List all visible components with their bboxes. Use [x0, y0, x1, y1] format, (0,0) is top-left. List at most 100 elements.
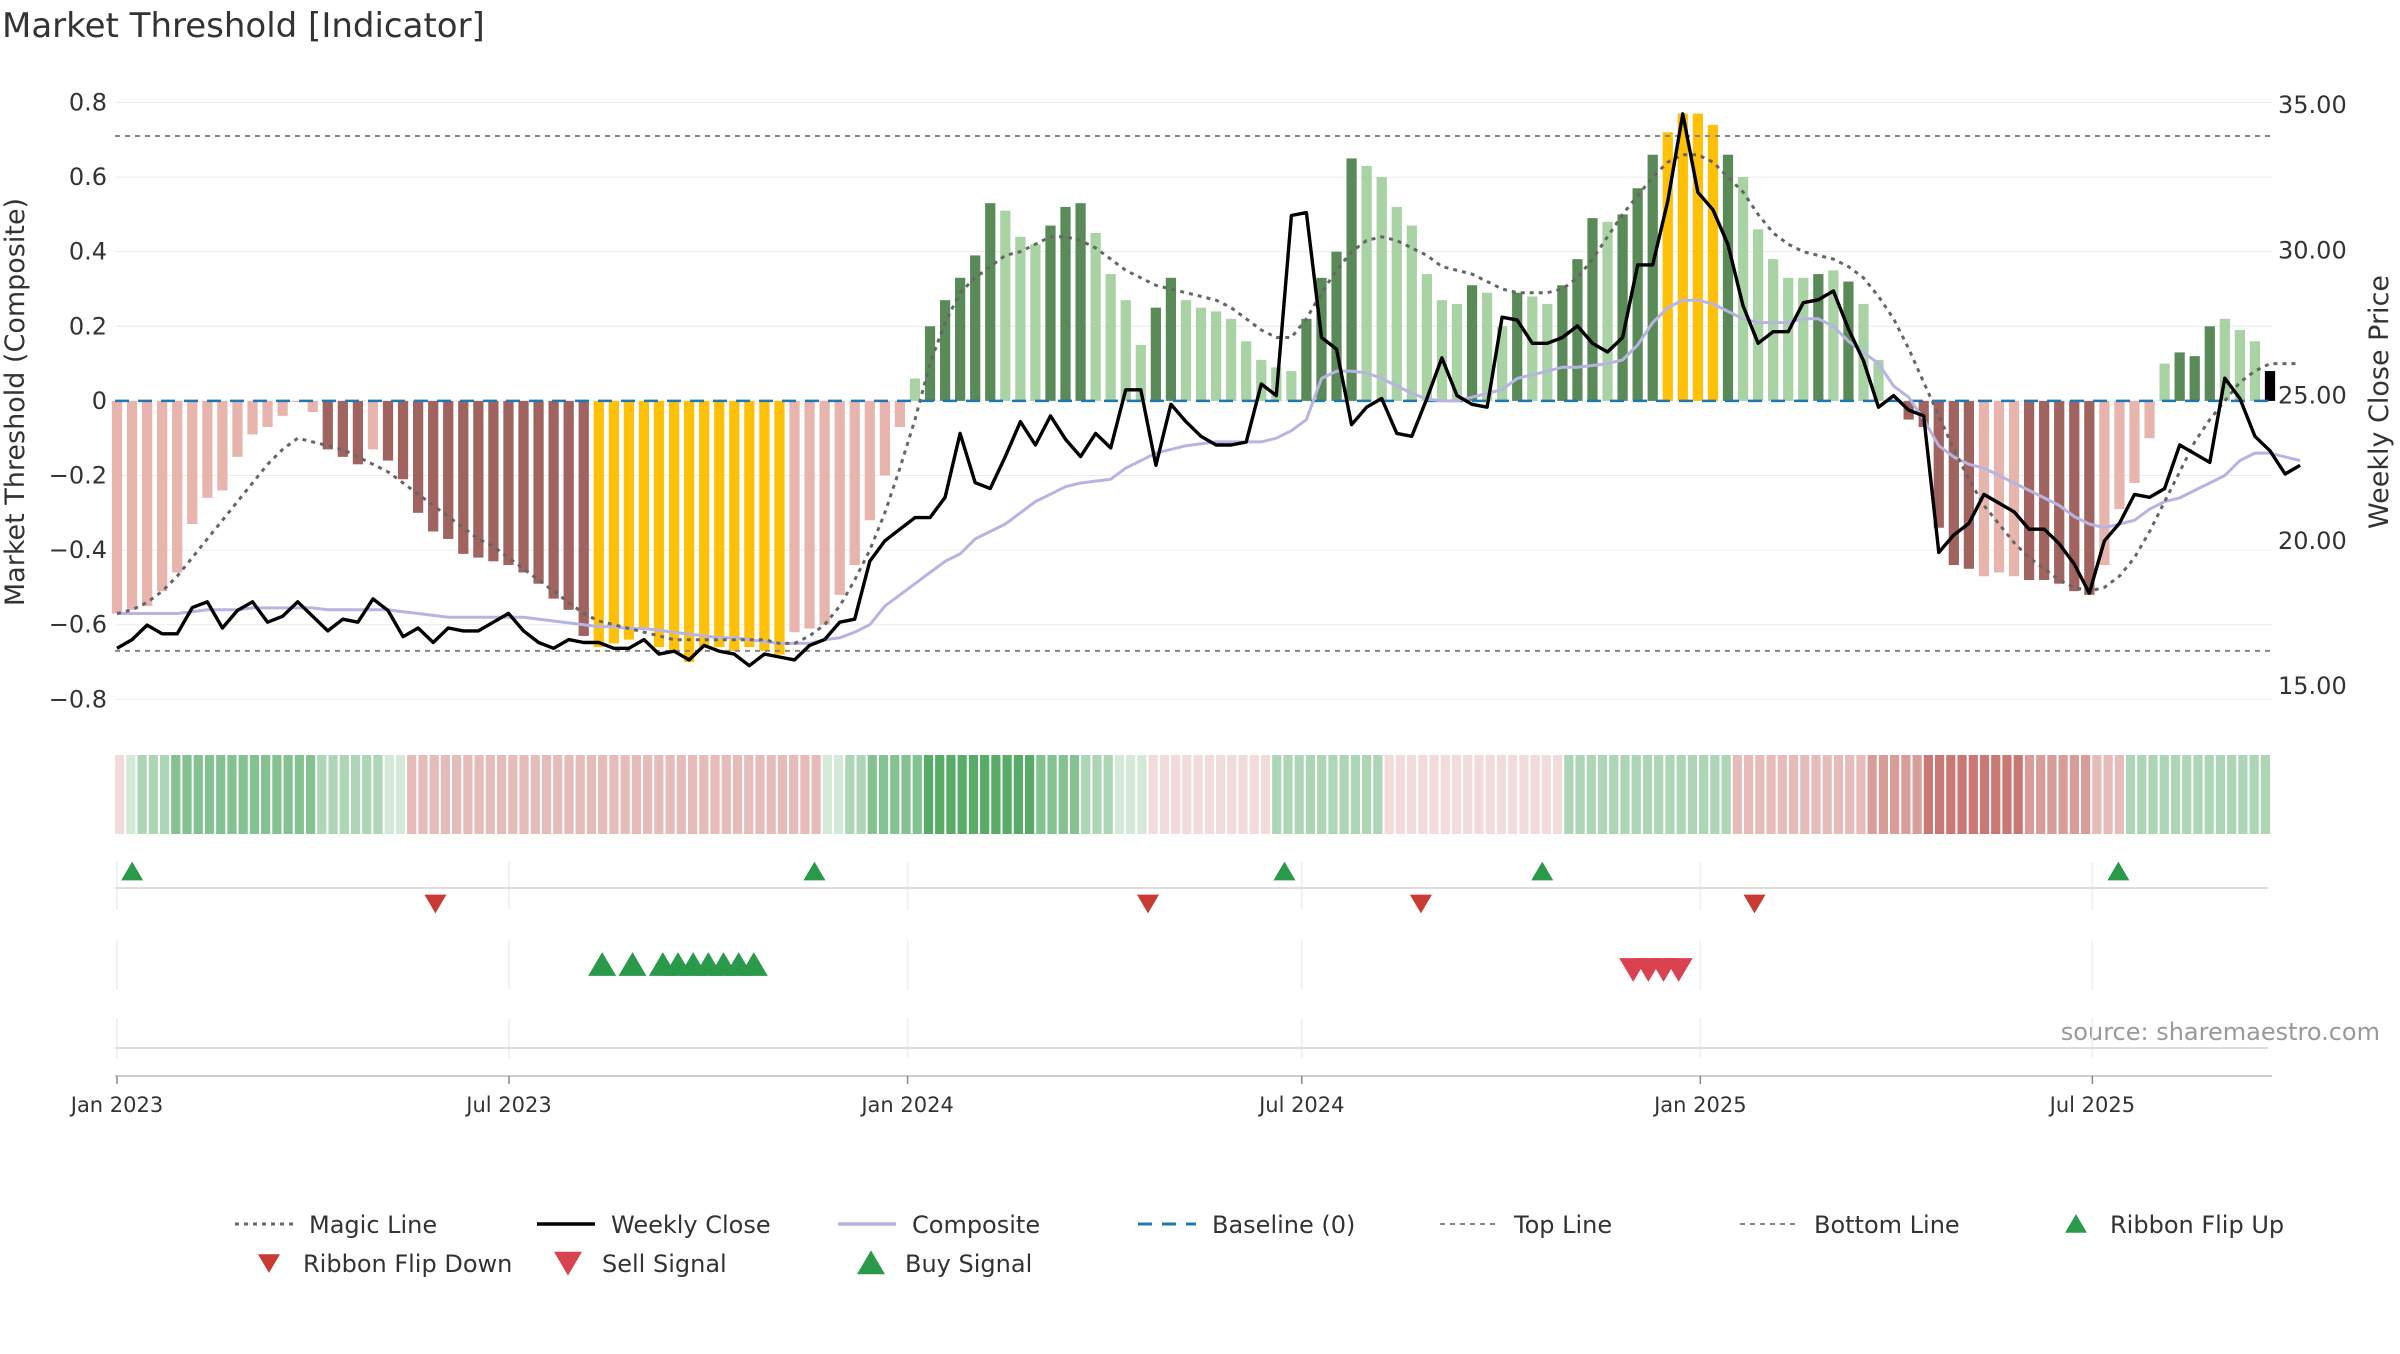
ribbon-cell: [1654, 755, 1664, 834]
y-tick-label: −0.8: [49, 685, 107, 713]
ribbon-cell: [1238, 755, 1248, 834]
ribbon-cell: [687, 755, 698, 834]
composite-bar: [1707, 124, 1719, 401]
legend-label: Weekly Close: [611, 1211, 771, 1239]
ribbon-cell: [1800, 755, 1810, 834]
ribbon-cell: [159, 755, 170, 834]
ribbon-cell: [1362, 755, 1372, 834]
y-tick-label: 0: [92, 387, 107, 415]
ribbon-cell: [834, 755, 844, 834]
legend-swatch: [258, 1254, 280, 1273]
y-tick-label: −0.6: [49, 611, 107, 639]
composite-bar: [1737, 177, 1749, 401]
ribbon-cell: [1294, 755, 1304, 834]
ribbon-cell: [496, 755, 507, 834]
ribbon-cell: [1564, 755, 1574, 834]
ribbon-cell: [519, 755, 529, 834]
composite-bar: [563, 400, 574, 610]
composite-bar: [1150, 307, 1161, 401]
composite-bar: [533, 400, 544, 584]
ribbon-cell: [530, 755, 540, 834]
ribbon-cell: [890, 755, 900, 834]
composite-bar: [2144, 400, 2155, 439]
ribbon-cell: [1631, 755, 1641, 834]
ribbon-cell: [1373, 755, 1383, 834]
legend-label: Composite: [912, 1211, 1040, 1239]
composite-bar: [1512, 292, 1523, 401]
composite-bar: [1165, 277, 1177, 401]
x-tick-label: Jul 2023: [464, 1093, 551, 1117]
composite-bar: [1376, 177, 1387, 401]
composite-bar: [548, 400, 559, 599]
ribbon-cell: [1058, 755, 1068, 834]
ribbon-cell: [1867, 755, 1877, 834]
ribbon-cell: [2047, 755, 2057, 834]
ribbon-cell: [2058, 755, 2068, 834]
legend-swatch: [857, 1250, 885, 1275]
composite-bar: [1436, 300, 1448, 401]
ribbon-cell: [1586, 755, 1596, 834]
composite-bar: [894, 400, 906, 428]
y-axis-left-label: Market Threshold (Composite): [0, 198, 31, 606]
composite-bar: [1075, 203, 1086, 401]
composite-bar: [1090, 233, 1101, 401]
composite-bar: [1000, 210, 1011, 401]
legend-label: Top Line: [1513, 1211, 1612, 1239]
ribbon-cell: [1395, 755, 1405, 834]
sell-signal-marker: [1664, 958, 1693, 982]
composite-bar: [458, 400, 469, 554]
ribbon-cell: [665, 755, 675, 834]
composite-bar: [2039, 400, 2050, 580]
ribbon-cell: [654, 755, 664, 834]
composite-bar: [1120, 300, 1131, 401]
buy-signal-marker: [588, 952, 617, 976]
ribbon-cell: [957, 755, 967, 834]
composite-bar: [834, 400, 845, 595]
ribbon-cell: [440, 755, 451, 834]
ribbon-cell: [1317, 755, 1327, 834]
ribbon-cell: [1148, 755, 1158, 834]
ribbon-cell: [1923, 755, 1933, 834]
ribbon-cell: [238, 755, 248, 834]
ribbon-flip-up-marker: [121, 861, 144, 881]
composite-bar: [1301, 318, 1312, 401]
weekly-close-line: [116, 112, 2301, 668]
ribbon-cell: [744, 755, 754, 834]
ribbon-cell: [137, 755, 147, 834]
ribbon-cell: [1597, 755, 1608, 834]
y-tick-label: 0.6: [69, 163, 107, 191]
ribbon-cell: [1890, 755, 1900, 834]
composite-bar: [2099, 400, 2110, 566]
ribbon-cell: [1429, 755, 1439, 834]
ribbon-flip-down-marker: [1743, 894, 1766, 914]
ribbon-cell: [2249, 755, 2259, 834]
composite-bar: [789, 400, 800, 633]
ribbon-cell: [115, 755, 125, 834]
ribbon-flip-down-marker: [1409, 894, 1432, 914]
ribbon-cell: [732, 755, 743, 834]
composite-bar: [352, 400, 364, 465]
ribbon-strip: [115, 755, 2270, 834]
ribbon-cell: [1687, 755, 1698, 834]
buy-signal-marker: [739, 952, 768, 976]
ribbon-cell: [2092, 755, 2102, 834]
composite-bar: [277, 400, 288, 416]
y-right-tick-label: 15.00: [2278, 672, 2347, 700]
composite-bar: [2249, 341, 2261, 401]
composite-bar: [1542, 303, 1553, 401]
ribbon-cell: [1642, 755, 1653, 834]
ribbon-cell: [1665, 755, 1675, 834]
lines-layer: [115, 112, 2301, 668]
ribbon-cell: [541, 755, 552, 834]
ribbon-cell: [1215, 755, 1226, 834]
ribbon-cell: [1957, 755, 1967, 834]
ribbon-cell: [800, 755, 810, 834]
composite-bar: [337, 400, 348, 457]
composite-bar: [397, 400, 409, 480]
composite-bar: [939, 300, 951, 401]
ribbon-cell: [2193, 755, 2203, 834]
source-label: source: sharemaestro.com: [2061, 1018, 2380, 1046]
ribbon-cell: [2182, 755, 2192, 834]
composite-bar: [1873, 359, 1884, 401]
